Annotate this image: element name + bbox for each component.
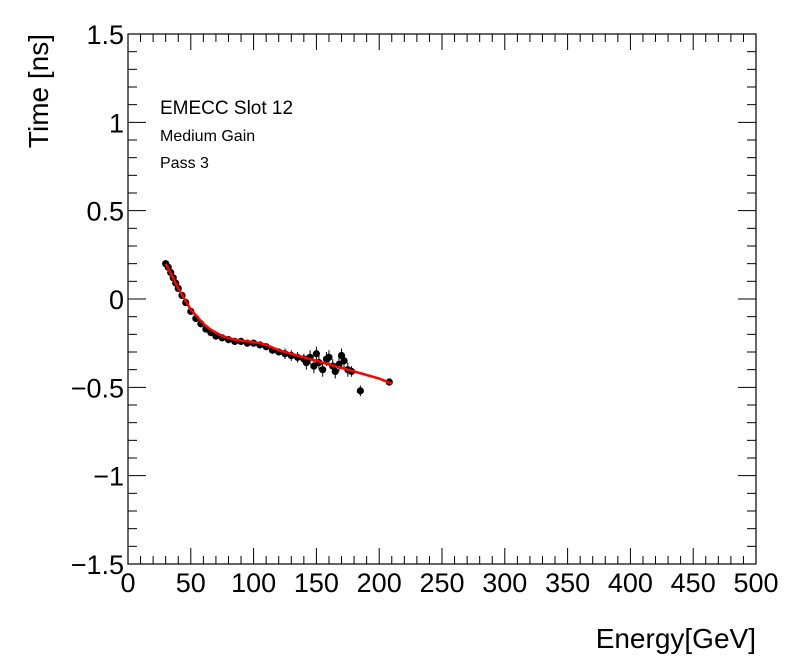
y-tick-label: −1 [93,462,124,492]
x-axis-label: Energy[GeV] [596,623,756,654]
data-points [162,260,393,395]
x-tick-label: 200 [357,568,402,598]
data-point [310,362,318,370]
error-bars [165,260,390,397]
x-tick-label: 100 [231,568,276,598]
annotation-gain: Medium Gain [160,128,255,145]
x-tick-label: 300 [482,568,527,598]
data-point [325,353,333,361]
data-point [302,359,310,367]
x-tick-label: 500 [733,568,778,598]
axis-ticks [127,33,757,565]
x-tick-label: 50 [176,568,206,598]
data-point [340,357,348,365]
annotation-pass: Pass 3 [160,155,209,172]
y-axis-label: Time [ns] [23,34,54,148]
x-tick-label: 150 [294,568,339,598]
x-tick-labels: 0 50 100 150 200 250 300 350 400 450 500 [120,568,778,598]
x-tick-label: 400 [608,568,653,598]
data-point [356,387,364,395]
y-tick-label: 1.5 [86,20,124,50]
x-tick-label: 450 [671,568,716,598]
data-point [331,367,339,376]
y-tick-label: 0.5 [86,197,124,227]
x-tick-label: 0 [120,568,135,598]
y-tick-label: 1 [109,108,124,138]
y-tick-label: 0 [109,285,124,315]
data-point [312,350,320,358]
y-tick-label: −0.5 [71,373,124,403]
data-point [319,366,327,374]
y-tick-label: −1.5 [71,550,124,580]
x-tick-label: 250 [419,568,464,598]
x-tick-label: 350 [545,568,590,598]
fit-line [164,263,393,385]
annotation-slot: EMECC Slot 12 [160,98,293,119]
y-tick-labels: −1.5 −1 −0.5 0 0.5 1 1.5 [71,20,124,580]
